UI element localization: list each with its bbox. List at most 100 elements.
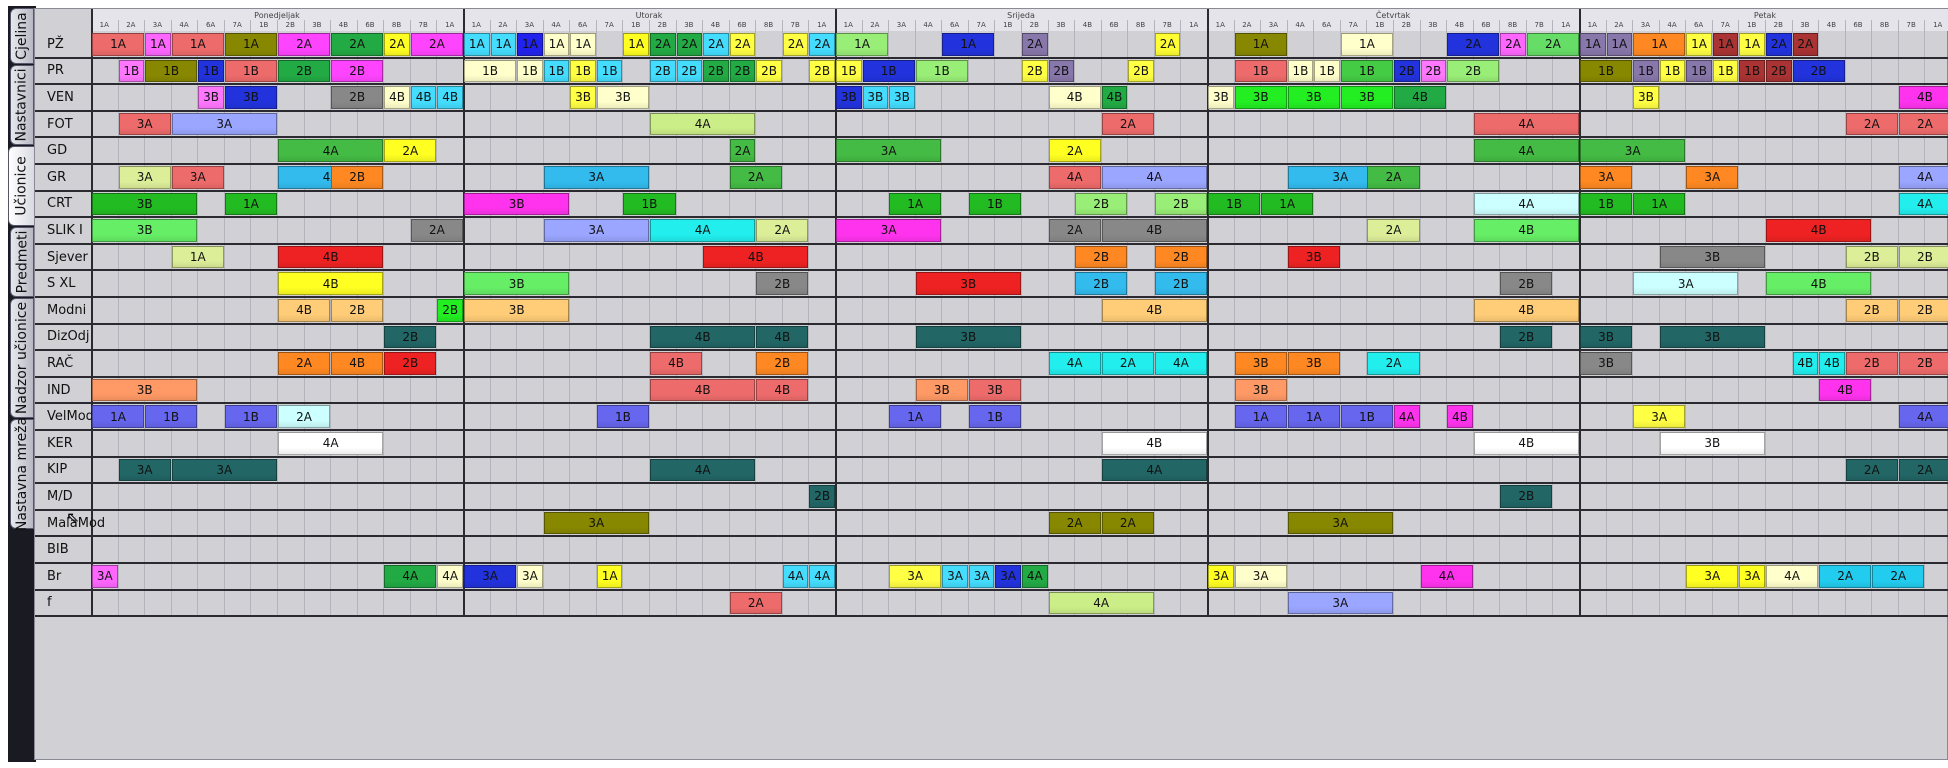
lesson-cell[interactable]: 1A (836, 33, 889, 56)
lesson-cell[interactable]: 4A (650, 219, 756, 242)
lesson-cell[interactable]: 2A (1819, 565, 1872, 588)
lesson-cell[interactable]: 4B (1473, 432, 1579, 455)
lesson-cell[interactable]: 3B (1659, 245, 1765, 269)
classroom-label[interactable]: MalaMod (47, 515, 106, 531)
lesson-cell[interactable]: 4B (437, 86, 463, 109)
lesson-cell[interactable]: 2A (1022, 33, 1048, 56)
lesson-cell[interactable]: 3A (543, 219, 649, 242)
lesson-cell[interactable]: 3A (1580, 139, 1686, 162)
lesson-cell[interactable]: 3A (118, 166, 171, 189)
lesson-cell[interactable]: 1B (1739, 59, 1765, 83)
lesson-cell[interactable]: 1B (517, 59, 543, 83)
lesson-cell[interactable]: 1A (490, 33, 517, 56)
lesson-cell[interactable]: 1A (1234, 405, 1287, 428)
lesson-cell[interactable]: 3B (570, 86, 596, 109)
lesson-cell[interactable]: 4A (809, 565, 835, 588)
tab-nadzor-učionice[interactable]: Nadzor učionice (10, 298, 34, 418)
lesson-cell[interactable]: 4A (650, 458, 756, 482)
lesson-cell[interactable]: 4B (1447, 405, 1473, 428)
lesson-cell[interactable]: 1A (1606, 33, 1633, 56)
lesson-cell[interactable]: 3A (1208, 565, 1234, 588)
lesson-cell[interactable]: 1B (1287, 59, 1314, 83)
lesson-cell[interactable]: 2B (1766, 59, 1792, 83)
lesson-cell[interactable]: 1B (1659, 59, 1686, 83)
lesson-cell[interactable]: 1A (623, 33, 649, 56)
lesson-cell[interactable]: 4A (1048, 166, 1101, 189)
lesson-cell[interactable]: 3B (1287, 352, 1340, 375)
lesson-cell[interactable]: 4A (278, 139, 384, 162)
lesson-cell[interactable]: 2A (729, 591, 782, 615)
lesson-cell[interactable]: 4B (650, 352, 703, 375)
lesson-cell[interactable]: 2B (650, 59, 676, 83)
lesson-cell[interactable]: 4B (1819, 378, 1872, 402)
lesson-cell[interactable]: 4A (1048, 591, 1154, 615)
classroom-label[interactable]: DizOdj (47, 329, 90, 345)
lesson-cell[interactable]: 1B (968, 405, 1021, 428)
lesson-cell[interactable]: 3A (171, 458, 277, 482)
lesson-cell[interactable]: 2A (384, 139, 437, 162)
lesson-cell[interactable]: 4B (1101, 86, 1128, 109)
lesson-cell[interactable]: 2B (756, 352, 809, 375)
lesson-cell[interactable]: 2B (1075, 272, 1128, 295)
lesson-cell[interactable]: 4A (1048, 352, 1101, 375)
lesson-cell[interactable]: 1B (543, 59, 570, 83)
lesson-cell[interactable]: 3B (198, 86, 224, 109)
lesson-cell[interactable]: 4B (410, 86, 437, 109)
lesson-cell[interactable]: 4B (1048, 86, 1101, 109)
lesson-cell[interactable]: 2B (1154, 192, 1207, 216)
lesson-cell[interactable]: 3A (1633, 272, 1739, 295)
lesson-cell[interactable]: 3A (968, 565, 995, 588)
lesson-cell[interactable]: 2A (782, 33, 809, 56)
lesson-cell[interactable]: 3A (171, 112, 277, 136)
lesson-cell[interactable]: 3B (1580, 325, 1633, 349)
lesson-cell[interactable]: 2B (1845, 352, 1898, 375)
lesson-cell[interactable]: 4A (1898, 166, 1948, 189)
lesson-cell[interactable]: 2A (410, 33, 463, 56)
lesson-cell[interactable]: 3A (1287, 511, 1393, 535)
lesson-cell[interactable]: 2A (1048, 139, 1101, 162)
lesson-cell[interactable]: 4B (278, 299, 331, 322)
classroom-label[interactable]: S XL (47, 276, 76, 292)
lesson-cell[interactable]: 3A (543, 511, 649, 535)
lesson-cell[interactable]: 3B (915, 325, 1021, 349)
classroom-label[interactable]: KER (47, 435, 73, 451)
lesson-cell[interactable]: 4B (278, 245, 384, 269)
lesson-cell[interactable]: 4B (1101, 299, 1207, 322)
lesson-cell[interactable]: 3A (1686, 166, 1739, 189)
lesson-cell[interactable]: 3B (1580, 352, 1633, 375)
lesson-cell[interactable]: 1B (1234, 59, 1287, 83)
lesson-cell[interactable]: 3A (1686, 565, 1739, 588)
lesson-cell[interactable]: 2B (756, 59, 782, 83)
lesson-cell[interactable]: 3A (517, 565, 543, 588)
lesson-cell[interactable]: 3A (1633, 405, 1686, 428)
classroom-label[interactable]: VEN (47, 89, 74, 105)
lesson-cell[interactable]: 2B (1420, 59, 1447, 83)
lesson-cell[interactable]: 2A (1526, 33, 1579, 56)
lesson-cell[interactable]: 2B (1048, 59, 1075, 83)
lesson-cell[interactable]: 4B (1101, 432, 1207, 455)
lesson-cell[interactable]: 1A (596, 565, 623, 588)
classroom-label[interactable]: Sjever (47, 249, 88, 265)
lesson-cell[interactable]: 3A (464, 565, 517, 588)
lesson-cell[interactable]: 2A (1101, 511, 1154, 535)
lesson-cell[interactable]: 2B (676, 59, 703, 83)
lesson-cell[interactable]: 1A (1580, 33, 1606, 56)
lesson-cell[interactable]: 3B (1234, 86, 1287, 109)
lesson-cell[interactable]: 2B (384, 325, 437, 349)
lesson-cell[interactable]: 4B (650, 378, 756, 402)
lesson-cell[interactable]: 1B (1340, 405, 1393, 428)
lesson-cell[interactable]: 2B (703, 59, 729, 83)
lesson-cell[interactable]: 1A (889, 405, 942, 428)
lesson-cell[interactable]: 2B (384, 352, 437, 375)
lesson-cell[interactable]: 1A (92, 33, 145, 56)
lesson-cell[interactable]: 2A (703, 33, 729, 56)
lesson-cell[interactable]: 4B (1473, 219, 1579, 242)
lesson-cell[interactable]: 1B (1208, 192, 1261, 216)
lesson-cell[interactable]: 1B (968, 192, 1021, 216)
lesson-cell[interactable]: 3A (118, 112, 171, 136)
lesson-cell[interactable]: 2B (1845, 299, 1898, 322)
lesson-cell[interactable]: 2B (1500, 272, 1553, 295)
lesson-cell[interactable]: 3A (118, 458, 171, 482)
lesson-cell[interactable]: 2B (1022, 59, 1048, 83)
lesson-cell[interactable]: 3B (1208, 86, 1234, 109)
